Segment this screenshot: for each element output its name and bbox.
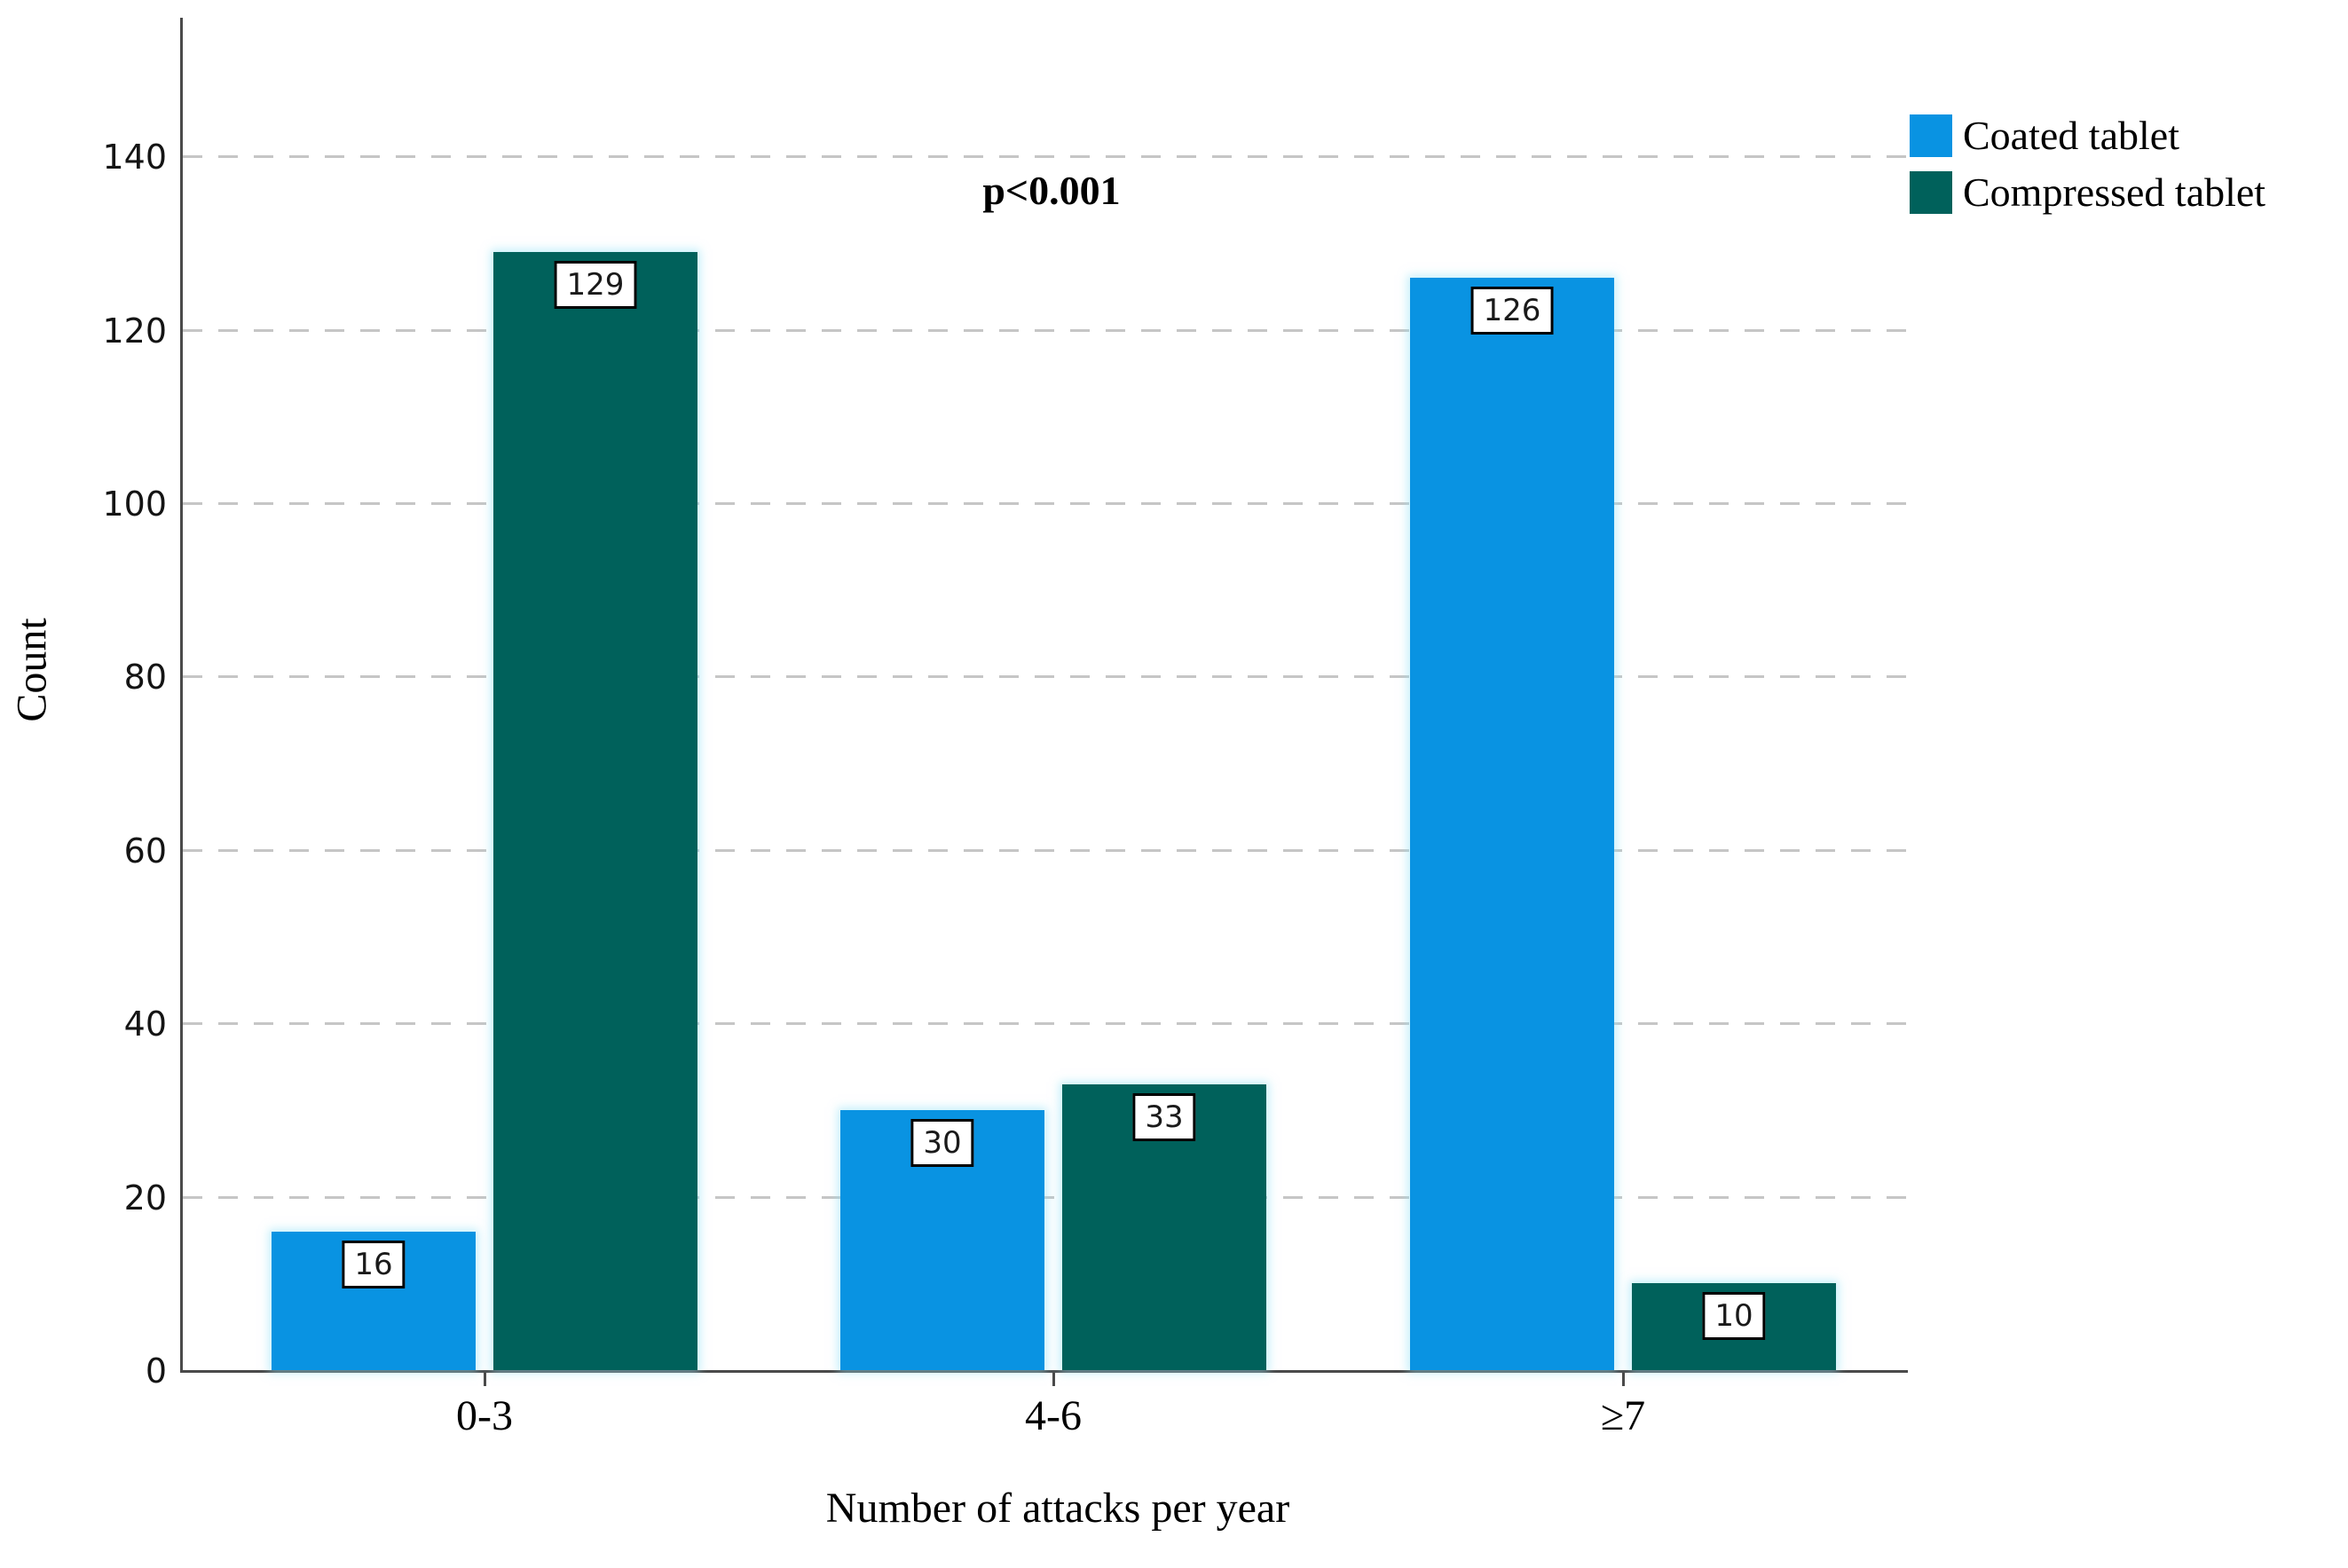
bar-value-label: 33 <box>1132 1093 1196 1141</box>
x-axis-title: Number of attacks per year <box>825 1485 1290 1532</box>
bar-value-label: 129 <box>554 261 637 309</box>
x-axis-line <box>180 1370 1908 1373</box>
x-tick-label: 4-6 <box>1025 1392 1082 1439</box>
y-gridline <box>183 1022 1917 1026</box>
legend-label: Compressed tablet <box>1963 169 2266 215</box>
x-tick-mark <box>1622 1373 1625 1386</box>
legend-swatch <box>1910 114 1952 157</box>
y-tick-label: 100 <box>102 485 167 524</box>
bar-value-label: 10 <box>1702 1292 1766 1340</box>
y-tick-label: 120 <box>102 311 167 351</box>
y-tick-label: 40 <box>123 1005 167 1044</box>
x-tick-mark <box>484 1373 486 1386</box>
p-value-annotation: p<0.001 <box>982 168 1121 213</box>
y-axis-line <box>180 18 183 1373</box>
bar-value-label: 16 <box>342 1241 406 1288</box>
y-gridline <box>183 848 1917 852</box>
y-tick-label: 140 <box>102 138 167 177</box>
y-gridline <box>183 502 1917 505</box>
bar-compressed-tablet <box>493 252 697 1370</box>
legend-swatch <box>1910 171 1952 214</box>
y-axis-title: Count <box>8 618 56 722</box>
bar-value-label: 126 <box>1470 287 1554 335</box>
bar-coated-tablet <box>1410 278 1614 1370</box>
legend-label: Coated tablet <box>1963 113 2179 158</box>
y-gridline <box>183 328 1917 332</box>
x-tick-label: 0-3 <box>456 1392 513 1439</box>
y-tick-label: 80 <box>123 658 167 697</box>
legend-item: Compressed tablet <box>1910 170 2265 215</box>
x-tick-mark <box>1052 1373 1055 1386</box>
y-tick-label: 20 <box>123 1178 167 1217</box>
y-tick-label: 0 <box>145 1351 167 1391</box>
y-gridline <box>183 155 1917 159</box>
bar-value-label: 30 <box>910 1119 974 1167</box>
y-tick-label: 60 <box>123 831 167 871</box>
x-tick-label: ≥7 <box>1600 1392 1646 1439</box>
y-gridline <box>183 1195 1917 1199</box>
legend: Coated tablet Compressed tablet <box>1910 114 2270 227</box>
y-gridline <box>183 675 1917 679</box>
legend-item: Coated tablet <box>1910 114 2265 158</box>
